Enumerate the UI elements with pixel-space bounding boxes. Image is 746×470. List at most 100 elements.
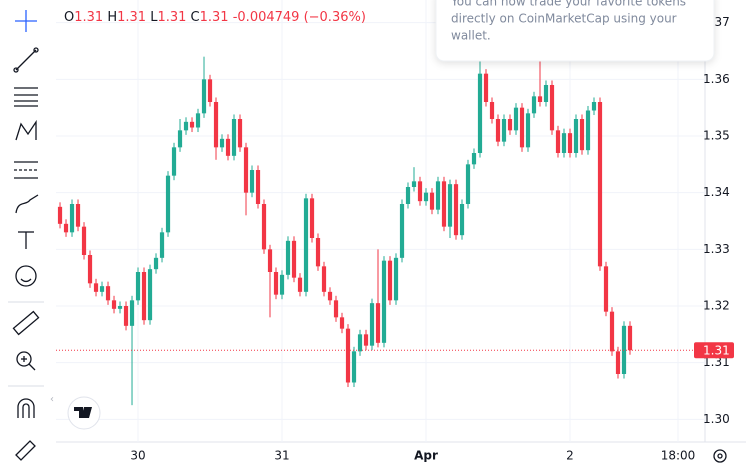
candle-body: [225, 138, 231, 156]
candle-body: [411, 181, 417, 187]
candle-body: [171, 147, 177, 176]
trend-line-tool[interactable]: [13, 47, 39, 73]
candle-body: [501, 119, 507, 142]
candle-body: [615, 351, 621, 374]
candle-body: [495, 119, 501, 142]
lock-drawing-tool[interactable]: [15, 440, 36, 461]
candle-body: [243, 147, 249, 193]
legend-key: L: [150, 10, 158, 25]
candle-body: [231, 119, 237, 156]
settings-gear[interactable]: [713, 449, 727, 463]
tradingview-logo[interactable]: [67, 396, 101, 430]
candle-body: [117, 306, 123, 309]
candle-body: [591, 102, 597, 111]
x-tick-label: 18:00: [661, 449, 696, 463]
candle-body: [399, 204, 405, 258]
last-price-tag: [694, 342, 734, 359]
candle-body: [93, 283, 99, 292]
candle-body: [561, 133, 567, 153]
candle-body: [519, 107, 525, 148]
candle-body: [189, 121, 195, 128]
candle-body: [321, 266, 327, 292]
candle-body: [405, 187, 411, 204]
candle-body: [249, 170, 255, 193]
text-tool[interactable]: [18, 231, 34, 249]
candle-body: [609, 311, 615, 352]
candle-body: [153, 257, 159, 270]
legend-value: 1.31: [74, 10, 103, 25]
candle-body: [537, 96, 543, 102]
candle-body: [123, 306, 129, 326]
candle-body: [147, 269, 153, 321]
x-tick-label: 31: [274, 449, 289, 463]
candle-body: [297, 277, 303, 292]
legend: O1.31 H1.31 L1.31 C1.31 -0.004749 (−0.36…: [64, 10, 366, 25]
fib-tool[interactable]: [14, 87, 38, 107]
candle-body: [441, 181, 447, 227]
candle-body: [627, 325, 633, 351]
x-tick-label: 2: [566, 449, 574, 463]
pattern-tool[interactable]: [15, 119, 37, 141]
candle-body: [339, 317, 345, 329]
candle-body: [177, 130, 183, 148]
candle-body: [429, 192, 435, 210]
candle-body: [555, 130, 561, 153]
magnet-tool[interactable]: [17, 398, 35, 418]
candle-body: [603, 266, 609, 312]
candle-body: [483, 73, 489, 102]
candle-body: [375, 303, 381, 343]
zoom-tool[interactable]: [16, 351, 36, 371]
x-tick-label: Apr: [414, 449, 438, 463]
collapse-toolbar[interactable]: ‹: [50, 394, 54, 405]
measure-tool[interactable]: [12, 310, 40, 336]
candle-body: [597, 102, 603, 267]
tooltip: You can now trade your favorite tokens d…: [435, 0, 715, 62]
candle-body: [477, 73, 483, 153]
y-tick-label: 1.30: [703, 412, 730, 426]
candle-body: [141, 272, 147, 321]
candle-body: [585, 110, 591, 151]
legend-value: 1.31: [157, 10, 186, 25]
candle-body: [345, 328, 351, 383]
candle-body: [543, 85, 549, 102]
emoji-tool[interactable]: [15, 265, 37, 287]
y-tick-label: 1.36: [703, 72, 730, 86]
candle-body: [531, 96, 537, 114]
candle-body: [279, 274, 285, 295]
brush-tool[interactable]: [15, 194, 39, 214]
candle-body: [447, 184, 453, 227]
toolbar: ‹: [8, 10, 54, 461]
candle-body: [267, 249, 273, 272]
candle-body: [303, 198, 309, 292]
candle-body: [471, 153, 477, 165]
y-tick-label: 1.31: [703, 355, 730, 369]
candle-body: [387, 260, 393, 301]
candle-body: [159, 232, 165, 258]
candle-body: [327, 291, 333, 301]
candle-body: [57, 206, 63, 224]
candle-body: [135, 272, 141, 301]
legend-value: 1.31: [200, 10, 229, 25]
candle-body: [63, 223, 69, 233]
candle-body: [69, 204, 75, 233]
candle-body: [207, 79, 213, 102]
candle-body: [579, 119, 585, 151]
legend-change: -0.004749 (−0.36%): [233, 10, 366, 25]
candle-body: [237, 119, 243, 148]
candle-body: [573, 119, 579, 153]
legend-key: C: [191, 10, 200, 25]
candle-body: [201, 79, 207, 114]
candle-body: [333, 300, 339, 318]
candle-body: [621, 325, 627, 374]
prediction-tool[interactable]: [14, 161, 38, 179]
crosshair-tool[interactable]: [15, 10, 37, 32]
candle-body: [357, 334, 363, 352]
candle-body: [507, 119, 513, 131]
candle-body: [525, 113, 531, 148]
candle-body: [513, 107, 519, 131]
candle-body: [369, 303, 375, 346]
candle-body: [291, 240, 297, 278]
candle-body: [195, 113, 201, 128]
